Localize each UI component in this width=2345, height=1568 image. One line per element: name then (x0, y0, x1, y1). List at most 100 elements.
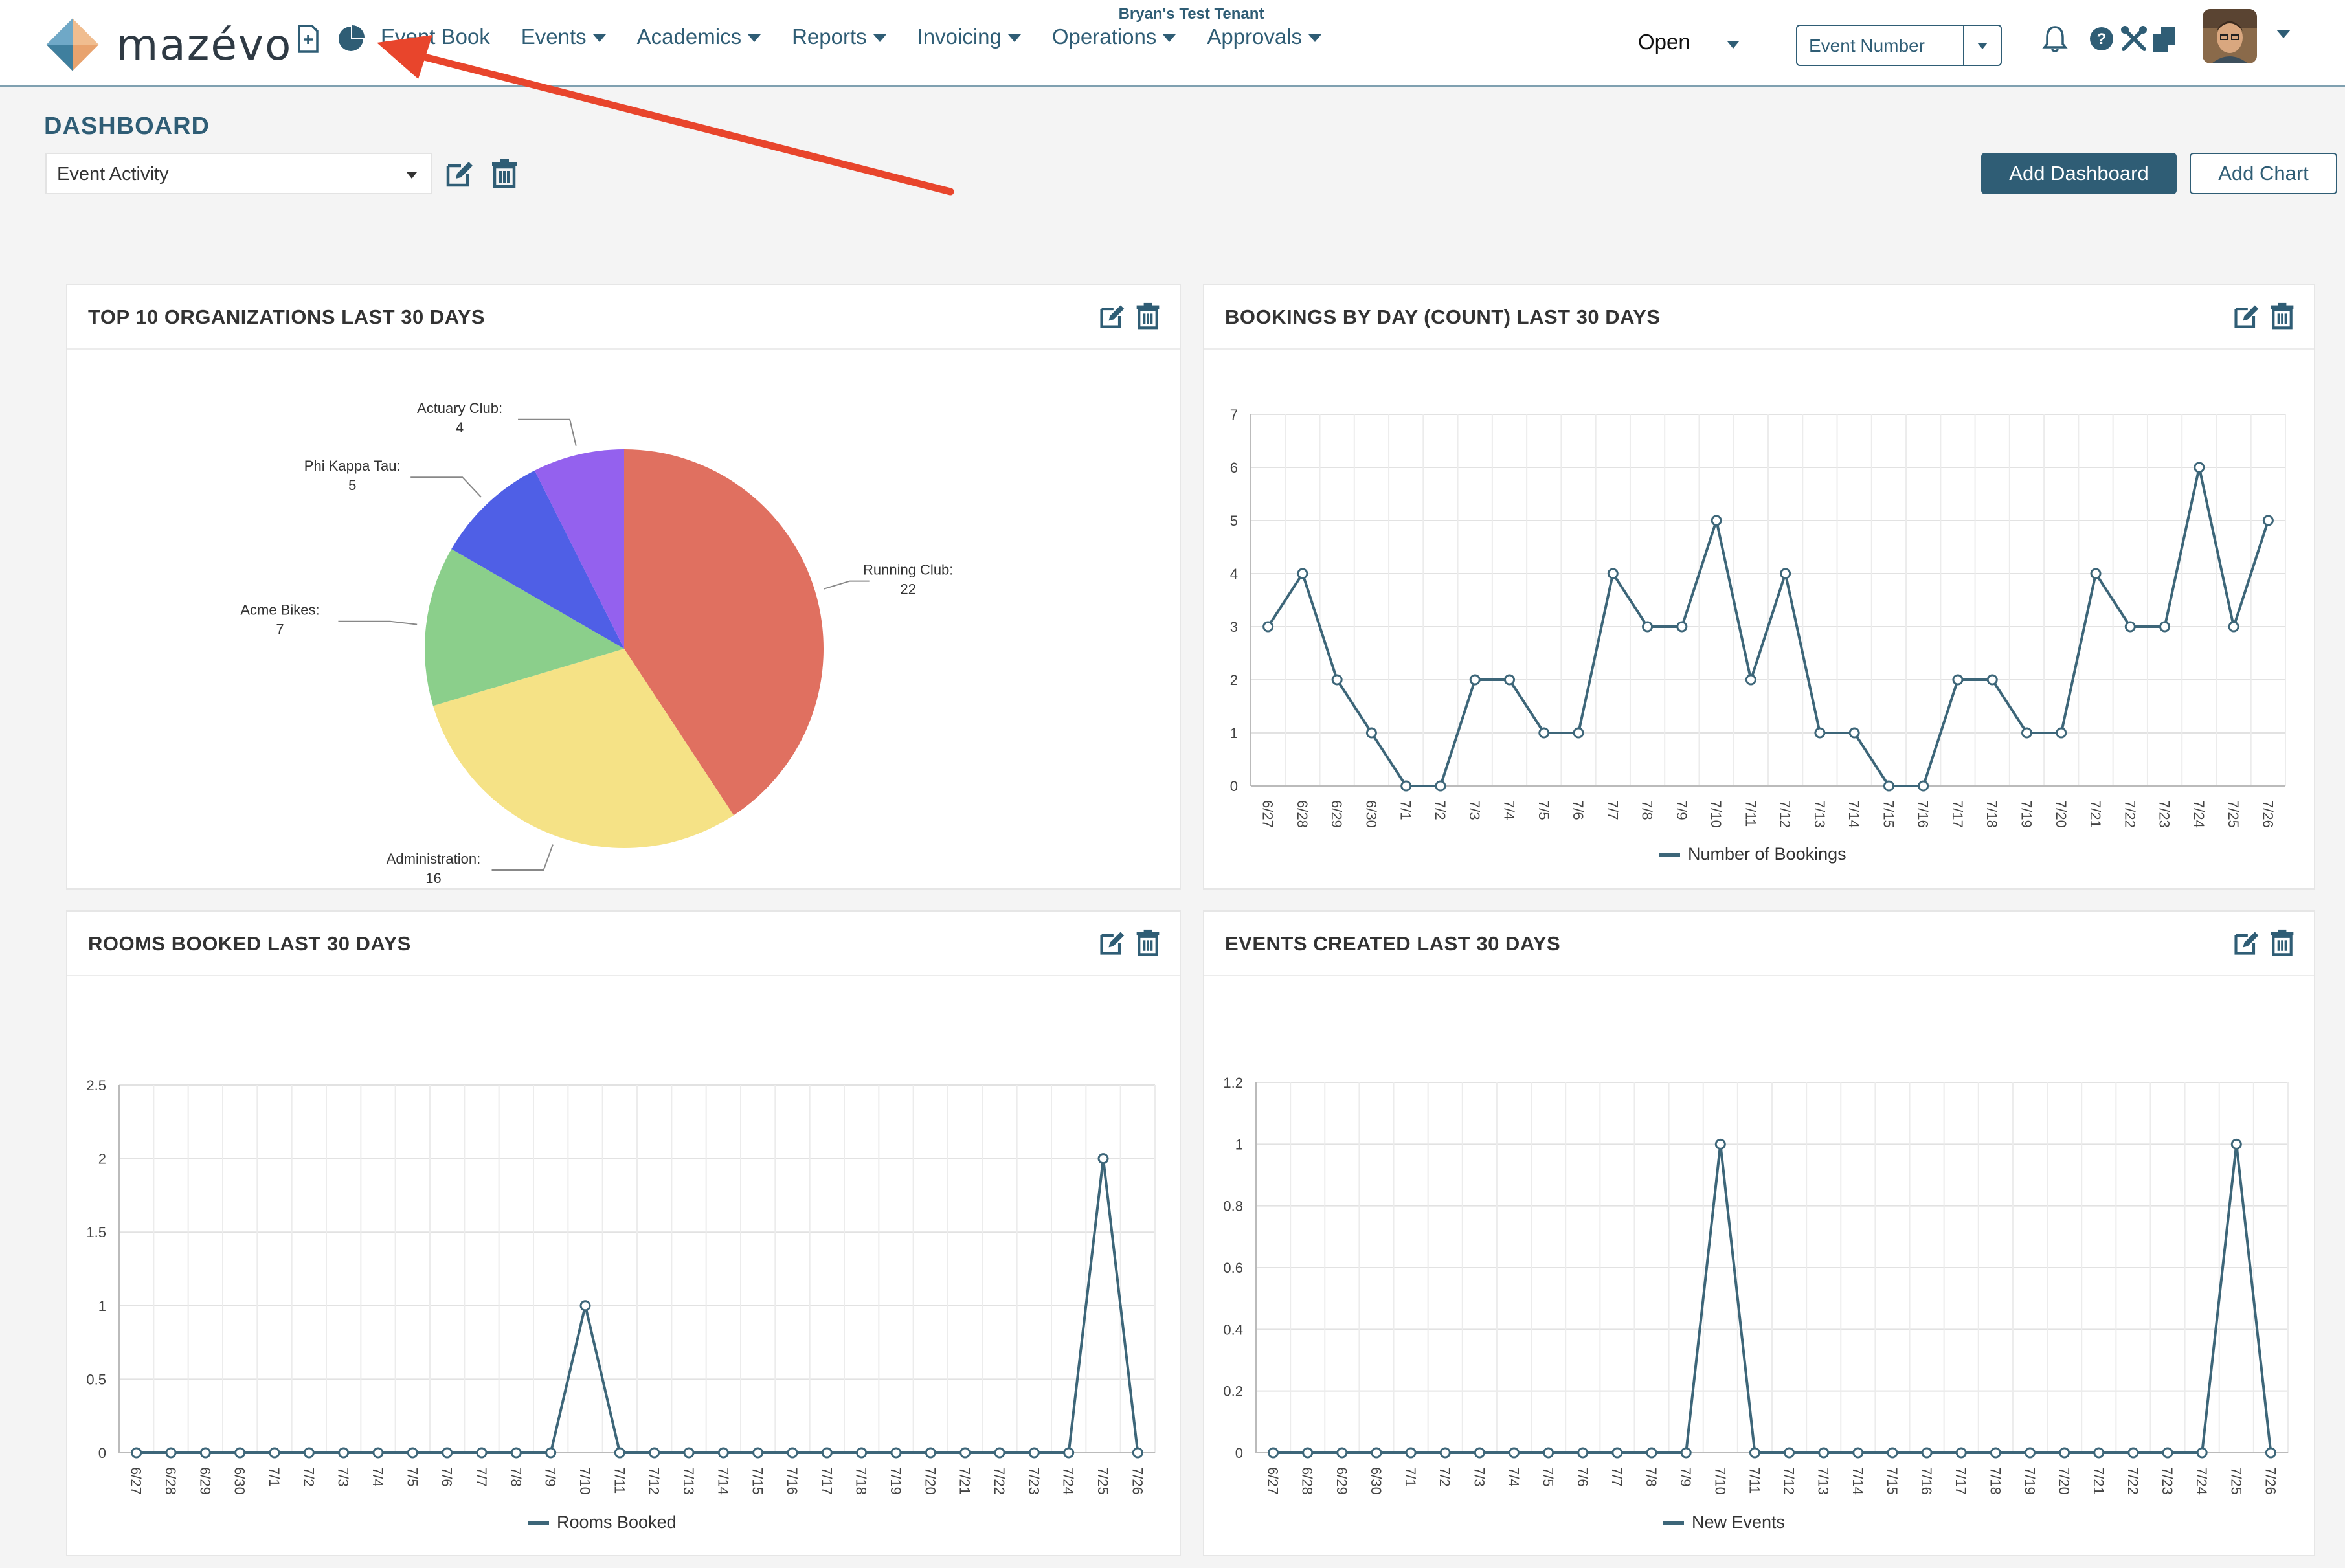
bell-icon[interactable] (2039, 23, 2070, 54)
x-tick-label: 7/17 (818, 1467, 835, 1495)
nav-item-label: Events (521, 25, 587, 49)
y-tick-label: 0.2 (1223, 1383, 1243, 1400)
pie-label-line (518, 418, 577, 446)
x-tick-label: 7/14 (715, 1467, 731, 1495)
copy-icon[interactable] (2149, 23, 2181, 54)
x-tick-label: 7/9 (543, 1467, 559, 1487)
x-tick-label: 7/18 (853, 1467, 870, 1495)
pie-label: Actuary Club: (417, 400, 502, 416)
data-point (1435, 780, 1446, 792)
data-point (856, 1447, 868, 1459)
legend-label: New Events (1692, 1512, 1785, 1532)
delete-chart-icon[interactable] (2269, 928, 2296, 957)
user-avatar[interactable] (2203, 9, 2257, 63)
series-line (1266, 467, 2270, 787)
nav-item-approvals[interactable]: Approvals (1207, 25, 1322, 49)
dashboard-pie-icon[interactable] (335, 23, 366, 54)
data-point (579, 1300, 591, 1312)
edit-chart-icon[interactable] (2232, 928, 2261, 957)
user-menu-caret-icon[interactable] (2276, 30, 2291, 38)
x-tick-label: 7/11 (1746, 1467, 1762, 1494)
x-tick-label: 7/21 (957, 1467, 973, 1495)
pie-value: 5 (348, 477, 356, 493)
tools-icon[interactable] (2118, 23, 2149, 54)
nav-item-reports[interactable]: Reports (792, 25, 886, 49)
data-point (442, 1447, 453, 1459)
data-point (959, 1447, 971, 1459)
x-tick-label: 7/13 (680, 1467, 697, 1495)
card-header: ROOMS BOOKED LAST 30 DAYS (67, 912, 1180, 976)
x-tick-label: 6/27 (1265, 1467, 1281, 1495)
delete-chart-icon[interactable] (1134, 302, 1161, 330)
card-header: BOOKINGS BY DAY (COUNT) LAST 30 DAYS (1204, 285, 2314, 350)
chevron-down-icon[interactable] (407, 172, 417, 179)
data-point (649, 1447, 660, 1459)
mazevo-logo-icon (46, 18, 99, 71)
data-point (614, 1447, 625, 1459)
nav-item-events[interactable]: Events (521, 25, 606, 49)
x-tick-label: 7/12 (1777, 800, 1793, 828)
edit-chart-icon[interactable] (1098, 302, 1127, 330)
edit-chart-icon[interactable] (1098, 928, 1127, 957)
x-tick-label: 7/6 (439, 1467, 455, 1487)
x-tick-label: 7/11 (611, 1467, 627, 1494)
edit-dashboard-icon[interactable] (444, 158, 475, 189)
help-icon[interactable]: ? (2086, 23, 2117, 54)
x-tick-label: 7/23 (1026, 1467, 1042, 1495)
data-point (1642, 621, 1654, 633)
brand-logo[interactable]: mazévo (41, 16, 292, 74)
data-point (1509, 1447, 1520, 1459)
delete-dashboard-icon[interactable] (489, 158, 519, 189)
x-tick-label: 7/15 (750, 1467, 766, 1495)
nav-item-invoicing[interactable]: Invoicing (917, 25, 1021, 49)
pie-chart: Running Club: 22 Administration: 16 Acme Bik… (240, 400, 953, 886)
data-point (2090, 568, 2102, 579)
add-chart-button[interactable]: Add Chart (2190, 153, 2337, 194)
y-tick-label: 0.5 (86, 1371, 106, 1387)
chart-card-events-created: EVENTS CREATED LAST 30 DAYS 0 0.2 0.4 0.6 0.… (1203, 910, 2315, 1556)
data-point (476, 1447, 488, 1459)
legend-label: Rooms Booked (557, 1512, 677, 1532)
nav-item-event-book[interactable]: Event Book (381, 25, 490, 49)
nav-item-academics[interactable]: Academics (637, 25, 761, 49)
data-point (1986, 674, 1998, 686)
x-tick-label: 7/3 (1466, 800, 1483, 820)
nav-item-operations[interactable]: Operations (1052, 25, 1176, 49)
x-tick-label: 7/9 (1674, 800, 1690, 820)
data-point (269, 1447, 280, 1459)
delete-chart-icon[interactable] (1134, 928, 1161, 957)
line-chart: 0 0.5 1 1.5 2 2.5 6/27 6/28 6/29 6/30 7/1 7/2 7/3 7/4… (86, 1077, 1156, 1532)
caret-down-icon (592, 34, 606, 42)
data-point (2196, 1447, 2208, 1459)
chevron-down-icon[interactable] (1727, 41, 1739, 49)
x-tick-label: 7/25 (2228, 1467, 2244, 1495)
y-tick-label: 0 (1230, 778, 1238, 794)
pie-slice (624, 449, 824, 816)
delete-chart-icon[interactable] (2269, 302, 2296, 330)
status-select[interactable]: Open (1638, 30, 1690, 54)
add-dashboard-button[interactable]: Add Dashboard (1981, 153, 2177, 194)
card-title: EVENTS CREATED LAST 30 DAYS (1225, 932, 1561, 955)
y-tick-label: 1 (1230, 725, 1238, 741)
caret-down-icon (1163, 34, 1176, 42)
x-tick-label: 7/15 (1880, 800, 1896, 828)
x-tick-label: 6/27 (128, 1467, 144, 1495)
pie-label-line (338, 620, 418, 625)
chevron-down-icon[interactable] (1963, 26, 2001, 65)
data-point (1400, 780, 1412, 792)
new-booking-icon[interactable] (293, 23, 324, 54)
chart-card-rooms-booked: ROOMS BOOKED LAST 30 DAYS 0 0.5 1 1.5 2 2.5 6/… (66, 910, 1181, 1556)
edit-chart-icon[interactable] (2232, 302, 2261, 330)
x-tick-label: 7/14 (1850, 1467, 1866, 1495)
dashboard-select[interactable]: Event Activity (45, 153, 432, 194)
data-point (1405, 1447, 1417, 1459)
data-point (1577, 1447, 1589, 1459)
y-tick-label: 4 (1230, 566, 1238, 582)
x-tick-label: 7/1 (1402, 1467, 1419, 1487)
data-point (1262, 621, 1274, 633)
y-tick-label: 2 (1230, 672, 1238, 688)
search-type-select[interactable]: Event Number (1796, 25, 2002, 66)
x-tick-label: 6/28 (1299, 1467, 1316, 1495)
pie-label: Acme Bikes: (240, 602, 319, 618)
data-point (2194, 462, 2205, 473)
